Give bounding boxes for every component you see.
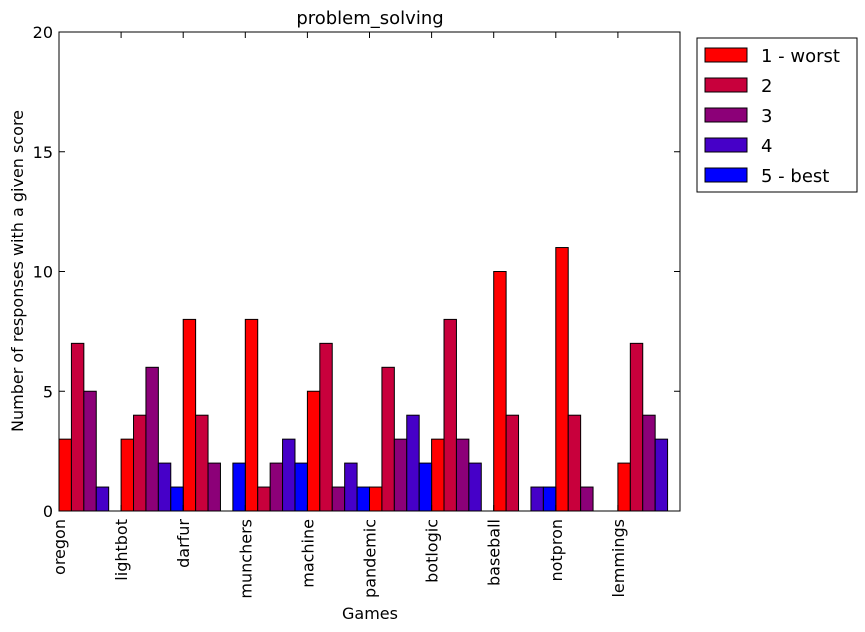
legend-swatch-series-3	[704, 107, 748, 123]
bars	[58, 247, 681, 512]
bar-munchers-series-4	[282, 438, 296, 512]
legend-label-series-2: 2	[761, 76, 772, 97]
x-tick-label-oregon: oregon	[50, 519, 69, 575]
x-tick-label-lightbot: lightbot	[112, 519, 131, 581]
bar-botlogic-series-3	[455, 438, 470, 512]
chart-title: problem_solving	[296, 8, 443, 29]
x-tick-label-machine: machine	[298, 519, 317, 588]
bar-pandemic-series-5	[418, 462, 433, 512]
bar-pandemic-series-2	[381, 366, 395, 512]
bar-darfur-series-1	[182, 318, 197, 512]
bar-lemmings-series-3	[642, 414, 656, 512]
legend-label-series-5: 5 - best	[761, 166, 829, 187]
bar-oregon-series-4	[95, 486, 110, 512]
bar-pandemic-series-4	[406, 414, 420, 512]
legend-swatch-series-5	[704, 167, 748, 183]
bar-darfur-series-3	[207, 462, 221, 512]
bar-baseball-series-2	[505, 414, 520, 512]
legend-swatch-series-2	[704, 77, 748, 93]
bar-notpron-series-1	[555, 247, 569, 512]
x-tick-label-pandemic: pandemic	[361, 519, 380, 598]
bar-botlogic-series-4	[468, 462, 482, 512]
x-tick-label-lemmings: lemmings	[609, 519, 628, 598]
bar-pandemic-series-3	[393, 438, 408, 512]
x-tick-label-darfur: darfur	[174, 519, 193, 568]
bar-baseball-series-4	[530, 486, 544, 512]
legend-swatch-series-1	[704, 47, 748, 63]
bar-darfur-series-2	[195, 414, 209, 512]
bar-machine-series-4	[344, 462, 358, 512]
bar-machine-series-1	[306, 390, 321, 512]
bar-baseball-series-1	[493, 271, 507, 512]
y-axis: 0 5 10 15 20	[33, 23, 680, 521]
bar-lemmings-series-4	[654, 438, 669, 512]
legend-swatch-series-4	[704, 137, 748, 153]
y-tick-label: 5	[43, 382, 53, 401]
legend-label-series-3: 3	[761, 106, 772, 127]
bar-lemmings-series-1	[617, 462, 631, 512]
y-tick-label: 20	[33, 23, 53, 42]
y-tick-label: 0	[43, 502, 53, 521]
bar-oregon-series-2	[70, 342, 85, 512]
bar-machine-series-5	[356, 486, 370, 512]
y-axis-label: Number of responses with a given score	[8, 110, 27, 432]
bar-machine-series-3	[331, 486, 346, 512]
bar-botlogic-series-2	[443, 318, 457, 512]
bar-notpron-series-3	[580, 486, 594, 512]
bar-lightbot-series-3	[145, 366, 159, 512]
legend: 1 - worst 2 3 4 5 - best	[696, 37, 858, 193]
bar-munchers-series-3	[269, 462, 284, 512]
bar-machine-series-2	[319, 342, 333, 512]
bar-botlogic-series-1	[431, 438, 445, 512]
bar-munchers-series-5	[294, 462, 308, 512]
x-axis-label: Games	[342, 604, 398, 623]
legend-label-series-1: 1 - worst	[761, 46, 840, 67]
bar-oregon-series-3	[83, 390, 97, 512]
bar-baseball-series-5	[542, 486, 557, 512]
bar-lemmings-series-2	[629, 342, 644, 512]
x-tick-label-botlogic: botlogic	[423, 519, 442, 583]
y-tick-label: 10	[33, 263, 53, 282]
bar-oregon-series-1	[58, 438, 72, 512]
bar-lightbot-series-1	[120, 438, 135, 512]
bar-notpron-series-2	[567, 414, 582, 512]
x-tick-label-baseball: baseball	[485, 519, 504, 586]
y-tick-label: 15	[33, 143, 53, 162]
x-tick-label-notpron: notpron	[547, 519, 566, 582]
bar-darfur-series-5	[232, 462, 246, 512]
legend-label-series-4: 4	[761, 136, 772, 157]
x-axis: oregon lightbot darfur munchers machine pande…	[50, 32, 628, 599]
bar-lightbot-series-4	[157, 462, 172, 512]
bar-munchers-series-1	[244, 318, 259, 512]
x-tick-label-munchers: munchers	[236, 519, 255, 599]
bar-munchers-series-2	[257, 486, 271, 512]
bar-lightbot-series-2	[133, 414, 147, 512]
bar-lightbot-series-5	[170, 486, 184, 512]
bar-pandemic-series-1	[369, 486, 383, 512]
